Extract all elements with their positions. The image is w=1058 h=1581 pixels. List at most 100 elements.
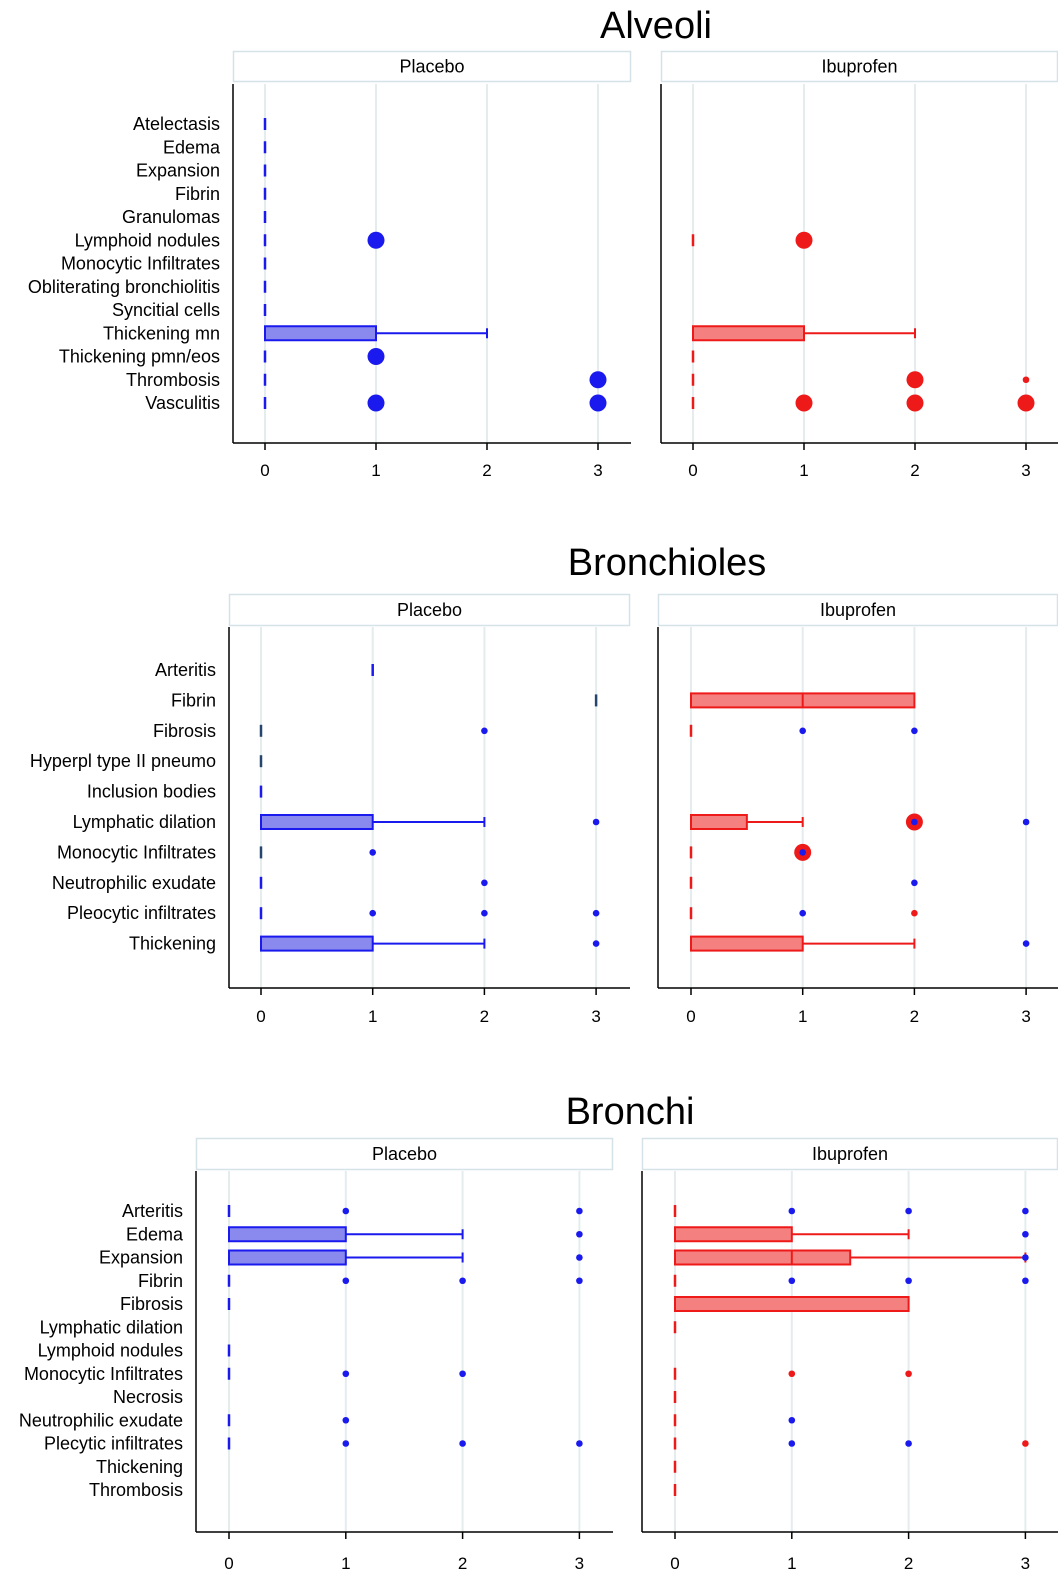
category-label: Fibrosis: [153, 721, 216, 741]
panel-ibuprofen: Ibuprofen 0 1 2 3: [657, 593, 1058, 1026]
outlier-point: [369, 849, 377, 856]
panel-strip-label: Placebo: [399, 57, 464, 77]
outlier-point: [367, 231, 385, 249]
outlier-point: [589, 371, 607, 389]
outlier-point: [1022, 1254, 1029, 1261]
category-label: Thickening: [129, 934, 216, 954]
category-label: Expansion: [99, 1248, 183, 1268]
category-label: Neutrophilic exudate: [19, 1410, 183, 1430]
outlier-point: [788, 1370, 796, 1378]
outlier-point: [788, 1416, 796, 1424]
category-label: Monocytic Infiltrates: [24, 1364, 183, 1384]
outlier-point: [576, 1254, 583, 1261]
x-tick-label: 2: [910, 461, 919, 480]
outlier-point: [576, 1277, 583, 1285]
outlier-point: [576, 1440, 583, 1447]
chart-alveoli: Alveoli Atelectasis Edema Expansion Fibrin Gr…: [28, 5, 1058, 480]
outlier-point: [459, 1370, 466, 1378]
outlier-point: [795, 231, 813, 249]
chart-bronchioles: Bronchioles Arteritis Fibrin Fibrosis Hyperp…: [30, 542, 1058, 1026]
box: [674, 1296, 910, 1312]
box: [264, 325, 377, 342]
category-label: Expansion: [136, 161, 220, 181]
panel-strip-label: Placebo: [397, 600, 462, 620]
category-label: Fibrin: [171, 690, 216, 710]
x-tick-label: 0: [686, 1007, 695, 1026]
outlier-point: [905, 1370, 912, 1378]
x-tick-label: 3: [1021, 1007, 1030, 1026]
x-tick-label: 1: [341, 1554, 350, 1573]
category-label: Arteritis: [155, 660, 216, 680]
outlier-point: [459, 1440, 466, 1447]
x-tick-label: 3: [593, 461, 602, 480]
box: [692, 325, 805, 342]
outlier-point: [788, 1277, 796, 1285]
panel-strip: [232, 50, 632, 83]
box: [674, 1226, 793, 1243]
x-tick-label: 0: [670, 1554, 679, 1573]
outlier-point: [481, 879, 488, 887]
x-tick-label: 1: [799, 461, 808, 480]
category-label: Lymphoid nodules: [38, 1341, 183, 1361]
x-tick-label: 0: [688, 461, 697, 480]
panel-strip-label: Ibuprofen: [821, 57, 897, 77]
outlier-point: [1022, 818, 1030, 826]
chart-title: Alveoli: [600, 5, 712, 47]
outlier-point: [1022, 1207, 1029, 1215]
outlier-point: [481, 909, 488, 917]
outlier-point: [1017, 394, 1035, 412]
category-label: Pleocytic infiltrates: [67, 903, 216, 923]
outlier-point: [799, 727, 806, 735]
category-label: Thrombosis: [126, 370, 220, 390]
outlier-point: [1022, 940, 1030, 947]
panel-strip: [228, 593, 631, 627]
category-label: Edema: [163, 137, 221, 157]
outlier-point: [459, 1277, 466, 1285]
panel-strip: [657, 593, 1058, 627]
panel-placebo: Placebo 0 1 2 3: [232, 50, 632, 480]
outlier-point: [906, 371, 924, 389]
outlier-point: [592, 940, 600, 947]
outlier-point: [905, 1277, 912, 1285]
outlier-point: [905, 1207, 912, 1215]
outlier-point: [911, 727, 918, 735]
category-label: Lymphatic dilation: [40, 1317, 183, 1337]
box: [690, 814, 748, 830]
panel-strip: [660, 50, 1058, 83]
x-tick-label: 1: [371, 461, 380, 480]
outlier-point: [906, 394, 924, 412]
outlier-point: [788, 1440, 796, 1447]
panel-placebo: Placebo 0 1 2 3: [195, 1137, 614, 1573]
x-tick-label: 1: [368, 1007, 377, 1026]
category-label: Edema: [126, 1224, 184, 1244]
category-label: Thickening mn: [103, 323, 220, 343]
category-label: Monocytic Infiltrates: [61, 254, 220, 274]
x-tick-label: 0: [260, 461, 269, 480]
outlier-point: [481, 727, 488, 735]
box: [260, 814, 374, 830]
category-label: Syncitial cells: [112, 300, 220, 320]
x-tick-label: 3: [591, 1007, 600, 1026]
outlier-point: [799, 849, 806, 856]
panel-strip-label: Placebo: [372, 1144, 437, 1164]
category-label: Neutrophilic exudate: [52, 873, 216, 893]
x-tick-label: 3: [1021, 1554, 1030, 1573]
panel-ibuprofen: Ibuprofen 0 1 2 3: [641, 1137, 1058, 1573]
panel-strip-label: Ibuprofen: [820, 600, 896, 620]
outlier-point: [799, 909, 806, 917]
category-label: Granulomas: [122, 207, 220, 227]
outlier-point: [342, 1277, 350, 1285]
x-tick-label: 2: [904, 1554, 913, 1573]
category-label: Thickening pmn/eos: [59, 347, 220, 367]
outlier-point: [342, 1440, 350, 1447]
category-label: Fibrosis: [120, 1294, 183, 1314]
outlier-point: [576, 1230, 583, 1238]
outlier-point: [911, 909, 918, 917]
category-label: Thickening: [96, 1457, 183, 1477]
category-label: Hyperpl type II pneumo: [30, 751, 216, 771]
chart-bronchi: Bronchi Arteritis Edema Expansion Fibrin Fibr…: [19, 1091, 1058, 1573]
chart-title: Bronchi: [566, 1091, 695, 1133]
x-tick-label: 2: [910, 1007, 919, 1026]
outlier-point: [795, 394, 813, 412]
outlier-point: [342, 1207, 350, 1215]
